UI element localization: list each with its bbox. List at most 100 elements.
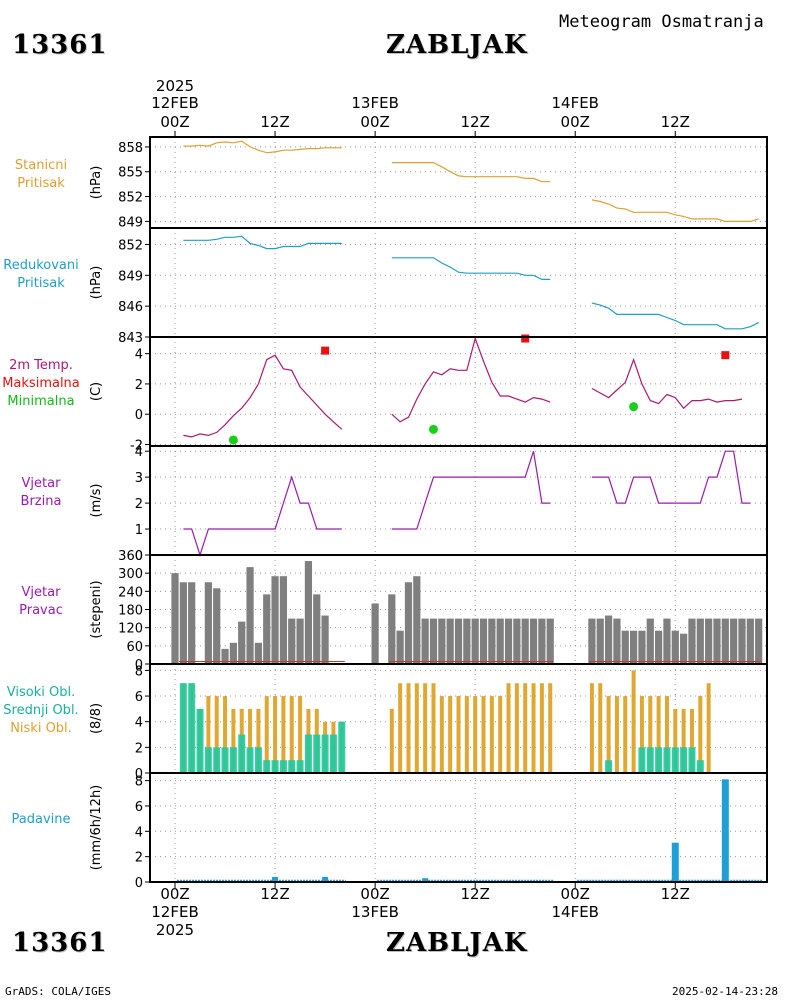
high-cloud-bar — [271, 760, 279, 773]
low-cloud-bar — [639, 696, 644, 773]
low-cloud-bar — [664, 696, 669, 773]
wind-direction-bar — [671, 630, 679, 664]
hour-label-bottom: 00Z — [360, 885, 389, 903]
tmax-marker — [321, 346, 330, 355]
unit-label: (m/s) — [89, 484, 104, 518]
low-cloud-bar — [406, 683, 411, 773]
panel-label-line: Pritisak — [17, 175, 65, 191]
panel-label-line: Padavine — [11, 811, 71, 827]
low-cloud-bar — [231, 708, 236, 773]
wind-direction-bar — [721, 618, 729, 664]
y-tick-label: 180 — [118, 604, 143, 619]
y-tick-label: 60 — [126, 640, 143, 655]
high-cloud-bar — [646, 747, 654, 773]
unit-label: (hPa) — [89, 166, 104, 200]
wind-direction-bar — [204, 582, 212, 664]
wind-direction-bar — [588, 618, 596, 664]
hour-label-bottom: 00Z — [160, 885, 189, 903]
high-cloud-bar — [338, 721, 346, 773]
high-cloud-bar — [279, 760, 287, 773]
y-tick-label: 846 — [118, 300, 143, 315]
hour-label-top: 00Z — [561, 113, 590, 131]
wind-direction-bar — [755, 618, 763, 664]
wind-direction-bar — [271, 576, 279, 664]
y-tick-label: 240 — [118, 585, 143, 600]
panel-label-line: 2m Temp. — [9, 357, 73, 373]
precip-bar — [671, 842, 679, 882]
wind-direction-bar — [246, 567, 254, 664]
wind-direction-bar — [680, 633, 688, 664]
wind-direction-bar — [288, 618, 296, 664]
wind-direction-bar — [229, 642, 237, 664]
wind-direction-bar — [396, 630, 404, 664]
wind-direction-bar — [179, 582, 187, 664]
wind-direction-bar — [513, 618, 521, 664]
date-label-top: 14FEB — [551, 94, 598, 112]
wind-direction-bar — [263, 594, 271, 664]
hour-label-top: 00Z — [160, 113, 189, 131]
low-cloud-bar — [656, 696, 661, 773]
low-cloud-bar — [589, 683, 594, 773]
wind-direction-bar — [604, 615, 613, 664]
panel-wind_speed: 0 1 2 3 4 (m/s) — [89, 445, 768, 564]
high-cloud-bar — [221, 747, 229, 773]
low-cloud-bar — [264, 696, 269, 773]
wind-direction-bar — [746, 618, 754, 664]
y-tick-label: 120 — [118, 622, 143, 637]
panel-label-line: Brzina — [20, 493, 62, 509]
low-cloud-bar — [398, 683, 403, 773]
y-tick-label: 360 — [118, 549, 143, 564]
y-tick-label: 0 — [135, 408, 143, 423]
high-cloud-bar — [188, 683, 196, 773]
wind-direction-bar — [529, 618, 538, 664]
wind-direction-bar — [538, 618, 546, 664]
wind-direction-bar — [463, 618, 471, 664]
tmax-marker — [721, 351, 730, 360]
low-cloud-bar — [548, 683, 553, 773]
panel-cloud_cover: 0 2 4 6 8 (8/8) — [89, 663, 768, 782]
series-line — [391, 257, 551, 280]
y-tick-label: 852 — [118, 191, 143, 206]
low-cloud-bar — [439, 696, 444, 773]
low-cloud-bar — [456, 696, 461, 773]
wind-direction-bar — [304, 561, 313, 664]
high-cloud-bar — [288, 760, 296, 773]
wind-direction-bar — [663, 618, 671, 664]
y-tick-label: 3 — [135, 471, 143, 486]
panel-station_pressure: 849 852 855 858 (hPa) — [89, 136, 768, 230]
y-tick-label: 0 — [135, 658, 143, 673]
low-cloud-bar — [464, 696, 469, 773]
wind-direction-bar — [438, 618, 446, 664]
low-cloud-bar — [506, 683, 511, 773]
precip-bar — [272, 876, 279, 882]
date-label-top: 13FEB — [351, 94, 398, 112]
wind-direction-bar — [629, 630, 638, 664]
tmax-marker — [521, 334, 530, 343]
panel-frame — [149, 336, 768, 447]
wind-direction-bar — [213, 588, 221, 664]
high-cloud-bar — [655, 747, 663, 773]
wind-direction-bar — [221, 648, 229, 664]
low-cloud-bar — [614, 696, 619, 773]
low-cloud-bar — [698, 696, 703, 773]
wind-direction-bar — [388, 594, 396, 664]
series-line — [591, 357, 743, 410]
wind-direction-bar — [488, 618, 496, 664]
hour-label-bottom: 00Z — [561, 885, 590, 903]
precip-bar — [422, 878, 429, 882]
hour-label-top: 00Z — [360, 113, 389, 131]
panel-wind_direction: 0 60 120 180 240 300 360 (stepeni) — [89, 549, 768, 673]
high-cloud-bar — [246, 747, 254, 773]
low-cloud-bar — [489, 696, 494, 773]
wind-direction-bar — [413, 576, 421, 664]
unit-label: (hPa) — [89, 266, 104, 300]
series-line — [591, 302, 759, 330]
wind-direction-bar — [446, 618, 454, 664]
series-line — [591, 199, 759, 222]
low-cloud-bar — [673, 708, 678, 773]
y-tick-label: 8 — [135, 664, 143, 679]
wind-direction-bar — [479, 618, 488, 664]
meteogram-title: Meteogram Osmatranja — [559, 12, 764, 32]
y-tick-label: 849 — [118, 215, 143, 230]
panel-reduced_pressure: 843 846 849 852 (hPa) — [89, 227, 768, 346]
